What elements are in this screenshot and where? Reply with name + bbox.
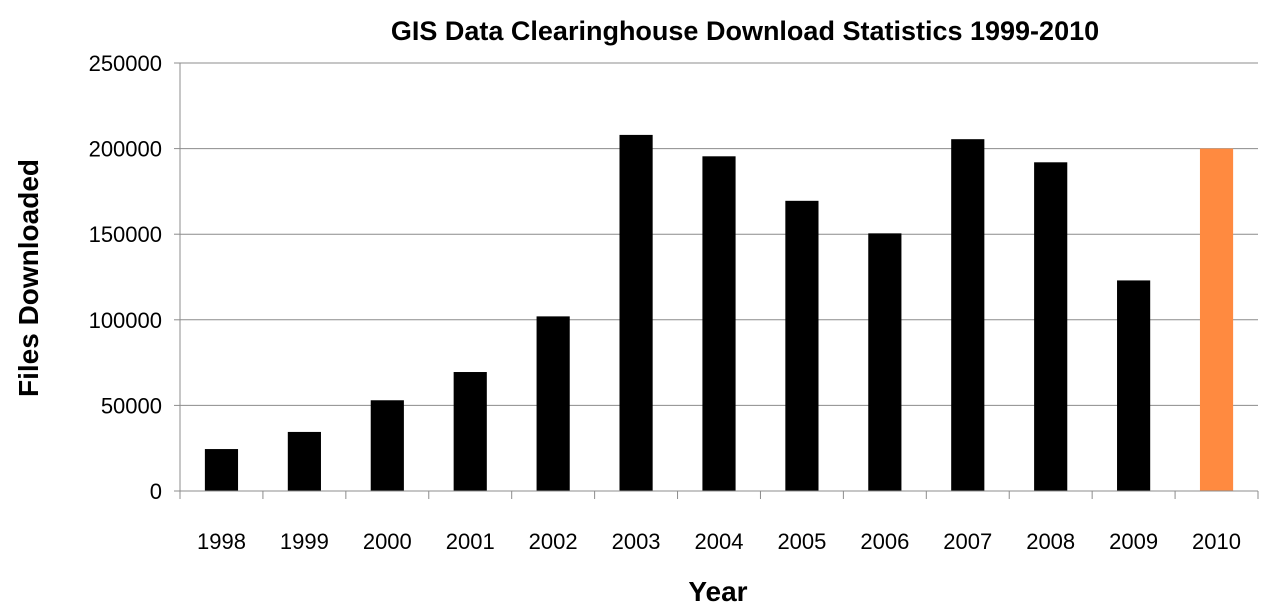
y-tick-label: 200000 [89,137,162,162]
x-tick-label: 2002 [529,529,578,554]
bar-1999 [287,431,321,491]
y-tick-label: 150000 [89,222,162,247]
x-tick-label: 2000 [363,529,412,554]
bar-2001 [453,372,487,491]
bar-2000 [370,400,404,491]
axes [174,62,1259,499]
x-tick-label: 2007 [943,529,992,554]
y-axis-title: Files Downloaded [13,159,44,397]
bar-2008 [1034,162,1068,491]
bar-2005 [785,200,819,492]
y-tick-label: 100000 [89,308,162,333]
x-tick-label: 2006 [860,529,909,554]
bar-2009 [1117,280,1151,491]
y-tick-labels: 0 50000 100000 150000 200000 250000 [89,51,162,504]
x-tick-label: 1999 [280,529,329,554]
y-tick-label: 0 [150,479,162,504]
bar-2002 [536,316,570,491]
x-tick-label: 2001 [446,529,495,554]
x-tick-label: 2005 [777,529,826,554]
y-tick-label: 250000 [89,51,162,76]
bar-1998 [204,449,239,491]
bar-2003 [619,134,653,492]
x-axis-title: Year [688,576,747,607]
chart-title: GIS Data Clearinghouse Download Statisti… [391,16,1099,46]
x-tick-label: 2010 [1192,529,1241,554]
x-tick-label: 2004 [695,529,744,554]
bars [204,134,1234,492]
x-tick-labels: 1998 1999 2000 2001 2002 2003 2004 2005 2006 2007… [197,529,1241,554]
bar-2004 [702,156,736,491]
bar-2010 [1199,148,1234,491]
bar-2006 [868,233,902,491]
x-tick-label: 2008 [1026,529,1075,554]
x-tick-label: 1998 [197,529,246,554]
x-tick-label: 2003 [612,529,661,554]
x-tick-label: 2009 [1109,529,1158,554]
bar-2007 [951,139,985,491]
y-tick-label: 50000 [101,393,162,418]
